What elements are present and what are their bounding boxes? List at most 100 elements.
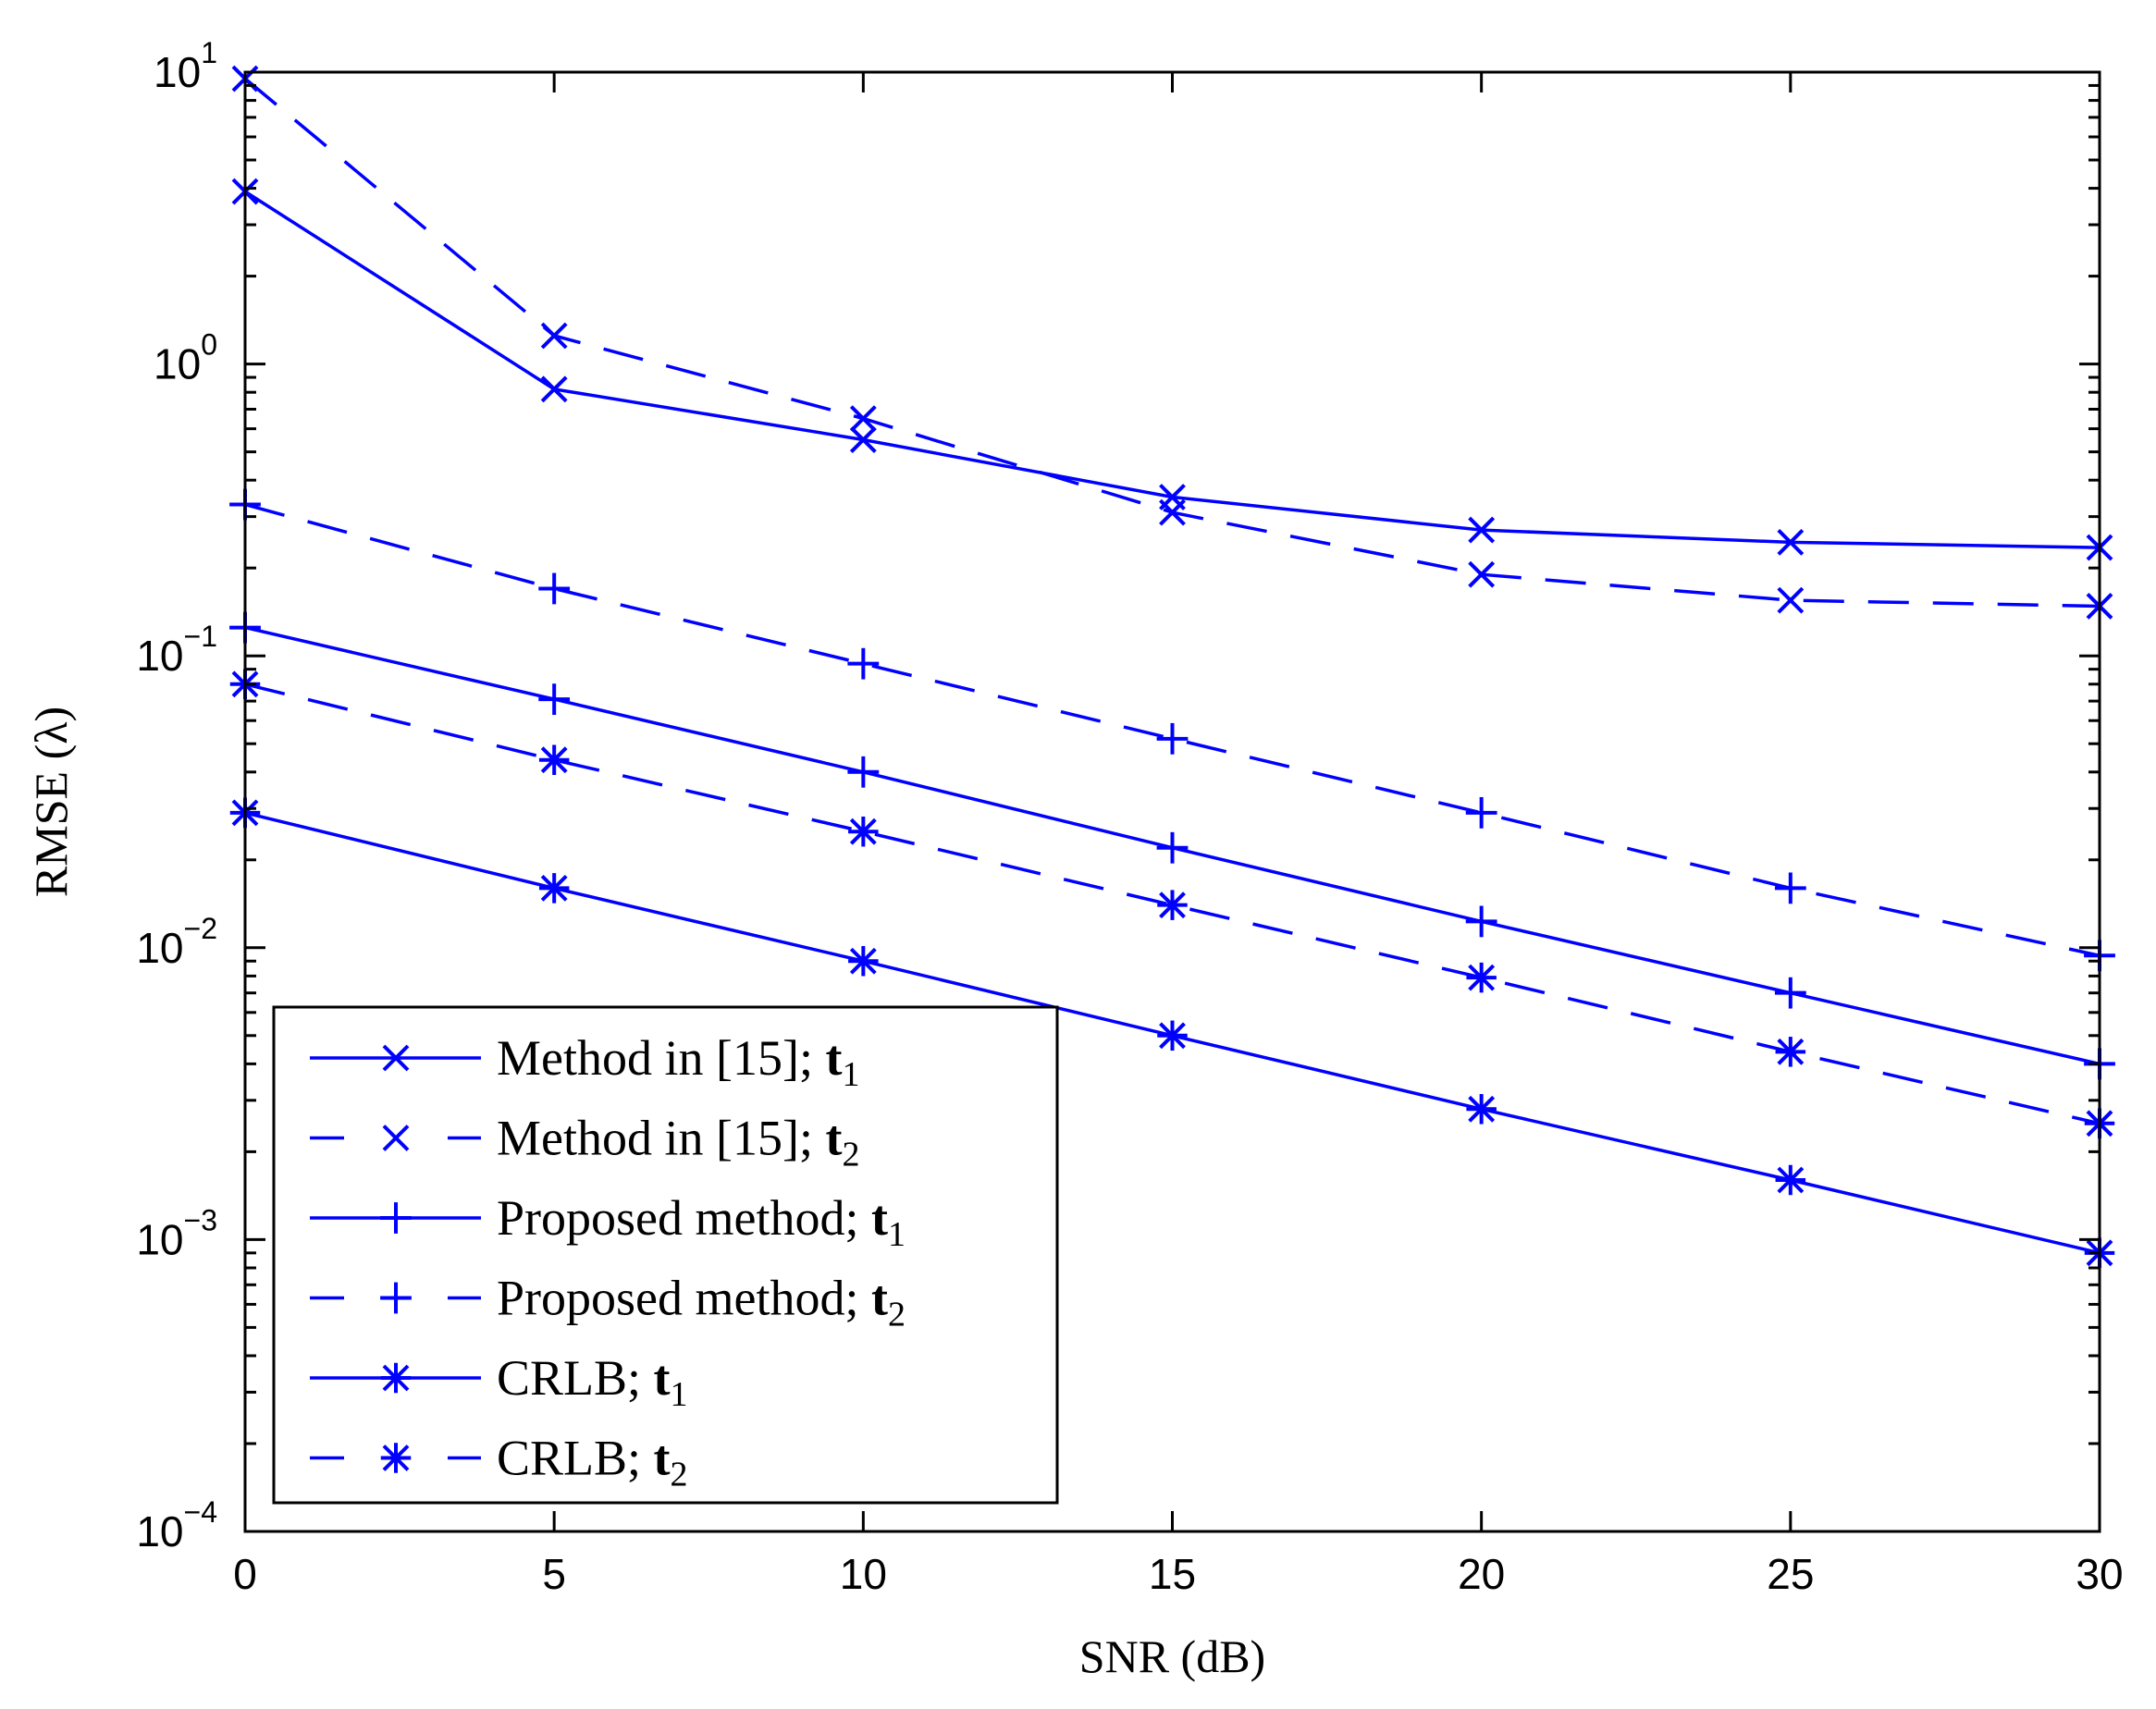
legend-label: CRLB; t1 xyxy=(497,1350,688,1414)
legend-label: CRLB; t2 xyxy=(497,1431,688,1494)
legend-entry-6: CRLB; t2 xyxy=(310,1431,688,1494)
series-1-point-5 xyxy=(1468,516,1496,544)
legend-marker xyxy=(380,1202,412,1234)
legend-marker xyxy=(382,1125,410,1151)
series-1-point-6-stroke xyxy=(1777,528,1805,556)
series-2-point-4 xyxy=(1159,498,1186,526)
series-3-point-3 xyxy=(847,756,880,788)
series-5-point-4 xyxy=(1157,1020,1188,1051)
legend-entry-2: Method in [15]; t2 xyxy=(310,1111,859,1174)
legend-label-text: CRLB; xyxy=(497,1350,654,1406)
series-5-point-3 xyxy=(848,945,879,977)
series-1-point-2-stroke xyxy=(540,375,568,403)
y-tick-label: 10−3 xyxy=(136,1203,217,1263)
series-3-point-5 xyxy=(1465,905,1497,938)
x-axis-title: SNR (dB) xyxy=(1079,1630,1265,1682)
y-tick-exponent: −2 xyxy=(184,912,217,945)
legend-marker-stroke xyxy=(382,1044,410,1072)
y-tick-base: 10 xyxy=(136,1215,183,1263)
series-1-point-3 xyxy=(849,426,877,453)
series-4-point-4 xyxy=(1156,722,1189,755)
series-2-point-2 xyxy=(540,322,568,350)
x-tick-label: 5 xyxy=(542,1550,566,1598)
series-3-point-2 xyxy=(538,683,571,716)
x-tick-label: 10 xyxy=(840,1550,887,1598)
series-4-point-6 xyxy=(1774,872,1806,904)
series-6-point-3 xyxy=(848,816,879,847)
series-6-point-6 xyxy=(1775,1037,1806,1067)
y-tick-exponent: −1 xyxy=(184,620,217,653)
legend-label: Proposed method; t2 xyxy=(497,1271,906,1334)
legend-label-vector: t xyxy=(654,1431,671,1486)
series-5-point-2 xyxy=(538,873,570,904)
legend-marker xyxy=(382,1044,410,1072)
legend-label-subscript: 2 xyxy=(842,1136,859,1174)
series-4-point-3 xyxy=(847,647,880,680)
legend-box xyxy=(272,1005,1059,1505)
y-axis-title: RMSE (λ) xyxy=(25,707,77,897)
series-1-point-2 xyxy=(540,375,568,403)
series-2-point-5-stroke xyxy=(1468,560,1496,588)
y-tick-exponent: 0 xyxy=(201,328,217,362)
y-tick-label: 10−2 xyxy=(136,912,217,972)
series-2-point-3 xyxy=(849,405,877,433)
y-tick-label: 10−1 xyxy=(136,620,217,680)
legend-marker xyxy=(380,1443,412,1473)
legend-label-vector: t xyxy=(871,1190,888,1246)
x-tick-label: 0 xyxy=(233,1550,257,1598)
y-tick-base: 10 xyxy=(136,1507,183,1555)
legend-label-vector: t xyxy=(825,1030,842,1086)
legend-entry-3: Proposed method; t1 xyxy=(310,1190,906,1254)
series-3-point-4 xyxy=(1156,831,1189,864)
series-2-point-5 xyxy=(1468,560,1496,588)
legend-label-text: Proposed method; xyxy=(497,1271,871,1326)
series-3-point-6 xyxy=(1774,977,1806,1009)
y-tick-exponent: −4 xyxy=(184,1495,217,1529)
series-1-point-5-stroke xyxy=(1468,516,1496,544)
y-tick-label: 100 xyxy=(154,328,217,388)
series-5-point-6 xyxy=(1775,1164,1806,1196)
y-tick-base: 10 xyxy=(154,48,201,96)
series-2-point-6-stroke xyxy=(1777,586,1805,614)
legend-marker-stroke xyxy=(382,1125,410,1151)
x-tick-label: 25 xyxy=(1767,1550,1814,1598)
series-4-point-2 xyxy=(538,572,571,605)
legend-label-text: Method in [15]; xyxy=(497,1111,825,1166)
x-tick-label: 15 xyxy=(1149,1550,1196,1598)
y-tick-base: 10 xyxy=(154,340,201,388)
series-1-point-6 xyxy=(1777,528,1805,556)
legend-label-subscript: 1 xyxy=(888,1215,906,1254)
series-6-point-4 xyxy=(1157,890,1188,920)
legend-entry-5: CRLB; t1 xyxy=(310,1350,688,1414)
series-1-point-3-stroke xyxy=(849,426,877,453)
legend-label-text: Proposed method; xyxy=(497,1190,871,1246)
y-tick-exponent: 1 xyxy=(201,36,217,69)
legend-label-subscript: 1 xyxy=(671,1375,688,1414)
legend-label-subscript: 2 xyxy=(671,1456,688,1494)
series-6-point-2 xyxy=(538,744,570,775)
legend-marker xyxy=(380,1282,412,1314)
legend-label: Proposed method; t1 xyxy=(497,1190,906,1254)
series-5-point-5 xyxy=(1466,1094,1497,1125)
legend-entry-1: Method in [15]; t1 xyxy=(310,1030,859,1094)
series-2-point-3-stroke xyxy=(849,405,877,433)
series-2-point-2-stroke xyxy=(540,322,568,350)
legend-label-vector: t xyxy=(871,1271,888,1326)
series-6-point-5 xyxy=(1466,962,1497,993)
legend-label: Method in [15]; t1 xyxy=(497,1030,859,1094)
series-2-point-6 xyxy=(1777,586,1805,614)
legend-label: Method in [15]; t2 xyxy=(497,1111,859,1174)
legend-label-vector: t xyxy=(825,1111,842,1166)
legend-label-vector: t xyxy=(654,1350,671,1406)
y-tick-exponent: −3 xyxy=(184,1203,217,1236)
legend-label-subscript: 2 xyxy=(888,1296,906,1334)
legend-marker xyxy=(380,1362,412,1394)
legend-label-subscript: 1 xyxy=(842,1055,859,1094)
legend-label-text: CRLB; xyxy=(497,1431,654,1486)
legend-entry-4: Proposed method; t2 xyxy=(310,1271,906,1334)
y-tick-label: 10−4 xyxy=(136,1495,217,1555)
y-tick-label: 101 xyxy=(154,36,217,96)
